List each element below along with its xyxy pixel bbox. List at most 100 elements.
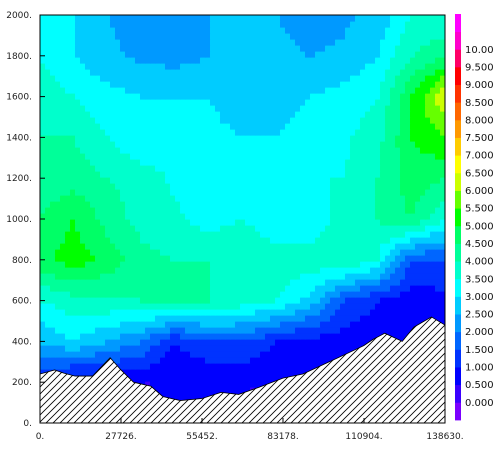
contour-cell <box>85 219 91 226</box>
contour-cell <box>85 147 91 154</box>
contour-cell <box>55 243 61 250</box>
contour-cell <box>285 219 291 226</box>
contour-cell <box>140 57 146 64</box>
contour-cell <box>320 255 326 262</box>
contour-cell <box>330 123 336 130</box>
contour-cell <box>45 201 51 208</box>
contour-cell <box>225 297 231 304</box>
contour-cell <box>95 201 101 208</box>
contour-cell <box>130 291 136 298</box>
contour-cell <box>240 153 246 160</box>
contour-cell <box>425 105 431 112</box>
contour-cell <box>325 207 331 214</box>
contour-cell <box>340 237 346 244</box>
contour-cell <box>40 123 46 130</box>
contour-cell <box>340 183 346 190</box>
contour-cell <box>60 87 66 94</box>
contour-cell <box>230 261 236 268</box>
contour-cell <box>50 195 56 202</box>
contour-cell <box>265 177 271 184</box>
contour-cell <box>115 195 121 202</box>
contour-cell <box>90 177 96 184</box>
contour-cell <box>135 177 141 184</box>
contour-cell <box>70 201 76 208</box>
contour-cell <box>410 291 416 298</box>
contour-cell <box>300 285 306 292</box>
contour-cell <box>390 261 396 268</box>
contour-cell <box>110 81 116 88</box>
contour-cell <box>60 243 66 250</box>
contour-cell <box>195 255 201 262</box>
contour-cell <box>200 309 206 316</box>
contour-cell <box>70 315 76 322</box>
contour-cell <box>350 189 356 196</box>
contour-cell <box>170 393 176 400</box>
contour-cell <box>310 297 316 304</box>
contour-cell <box>65 171 71 178</box>
contour-cell <box>155 243 161 250</box>
contour-cell <box>310 231 316 238</box>
contour-cell <box>310 315 316 322</box>
contour-cell <box>180 255 186 262</box>
contour-cell <box>125 357 131 364</box>
contour-cell <box>180 273 186 280</box>
contour-cell <box>335 261 341 268</box>
contour-cell <box>220 87 226 94</box>
contour-cell <box>425 273 431 280</box>
contour-cell <box>310 321 316 328</box>
contour-cell <box>45 135 51 142</box>
contour-cell <box>355 255 361 262</box>
contour-cell <box>95 279 101 286</box>
contour-cell <box>310 111 316 118</box>
contour-cell <box>240 309 246 316</box>
contour-cell <box>175 231 181 238</box>
contour-cell <box>315 129 321 136</box>
contour-cell <box>140 189 146 196</box>
contour-cell <box>370 201 376 208</box>
contour-cell <box>225 63 231 70</box>
contour-cell <box>110 327 116 334</box>
contour-cell <box>305 315 311 322</box>
contour-cell <box>285 75 291 82</box>
contour-cell <box>210 141 216 148</box>
contour-cell <box>285 171 291 178</box>
contour-cell <box>335 231 341 238</box>
contour-cell <box>440 315 445 322</box>
contour-cell <box>280 231 286 238</box>
contour-cell <box>80 363 86 370</box>
contour-cell <box>165 165 171 172</box>
contour-cell <box>250 69 256 76</box>
contour-cell <box>385 117 391 124</box>
contour-cell <box>230 291 236 298</box>
contour-cell <box>340 171 346 178</box>
contour-cell <box>250 135 256 142</box>
contour-cell <box>425 189 431 196</box>
contour-cell <box>275 51 281 58</box>
contour-cell <box>255 249 261 256</box>
contour-cell <box>135 201 141 208</box>
contour-cell <box>140 201 146 208</box>
contour-cell <box>355 93 361 100</box>
contour-cell <box>45 147 51 154</box>
contour-cell <box>45 93 51 100</box>
contour-cell <box>280 123 286 130</box>
contour-cell <box>60 51 66 58</box>
contour-cell <box>195 261 201 268</box>
contour-cell <box>385 201 391 208</box>
contour-cell <box>360 213 366 220</box>
contour-cell <box>275 135 281 142</box>
contour-cell <box>430 243 436 250</box>
contour-cell <box>330 261 336 268</box>
contour-cell <box>400 213 406 220</box>
contour-cell <box>255 255 261 262</box>
contour-cell <box>55 105 61 112</box>
contour-cell <box>60 207 66 214</box>
contour-cell <box>355 219 361 226</box>
contour-cell <box>215 141 221 148</box>
contour-cell <box>165 153 171 160</box>
contour-cell <box>135 297 141 304</box>
contour-cell <box>330 333 336 340</box>
contour-cell <box>125 75 131 82</box>
contour-cell <box>140 63 146 70</box>
contour-cell <box>335 273 341 280</box>
